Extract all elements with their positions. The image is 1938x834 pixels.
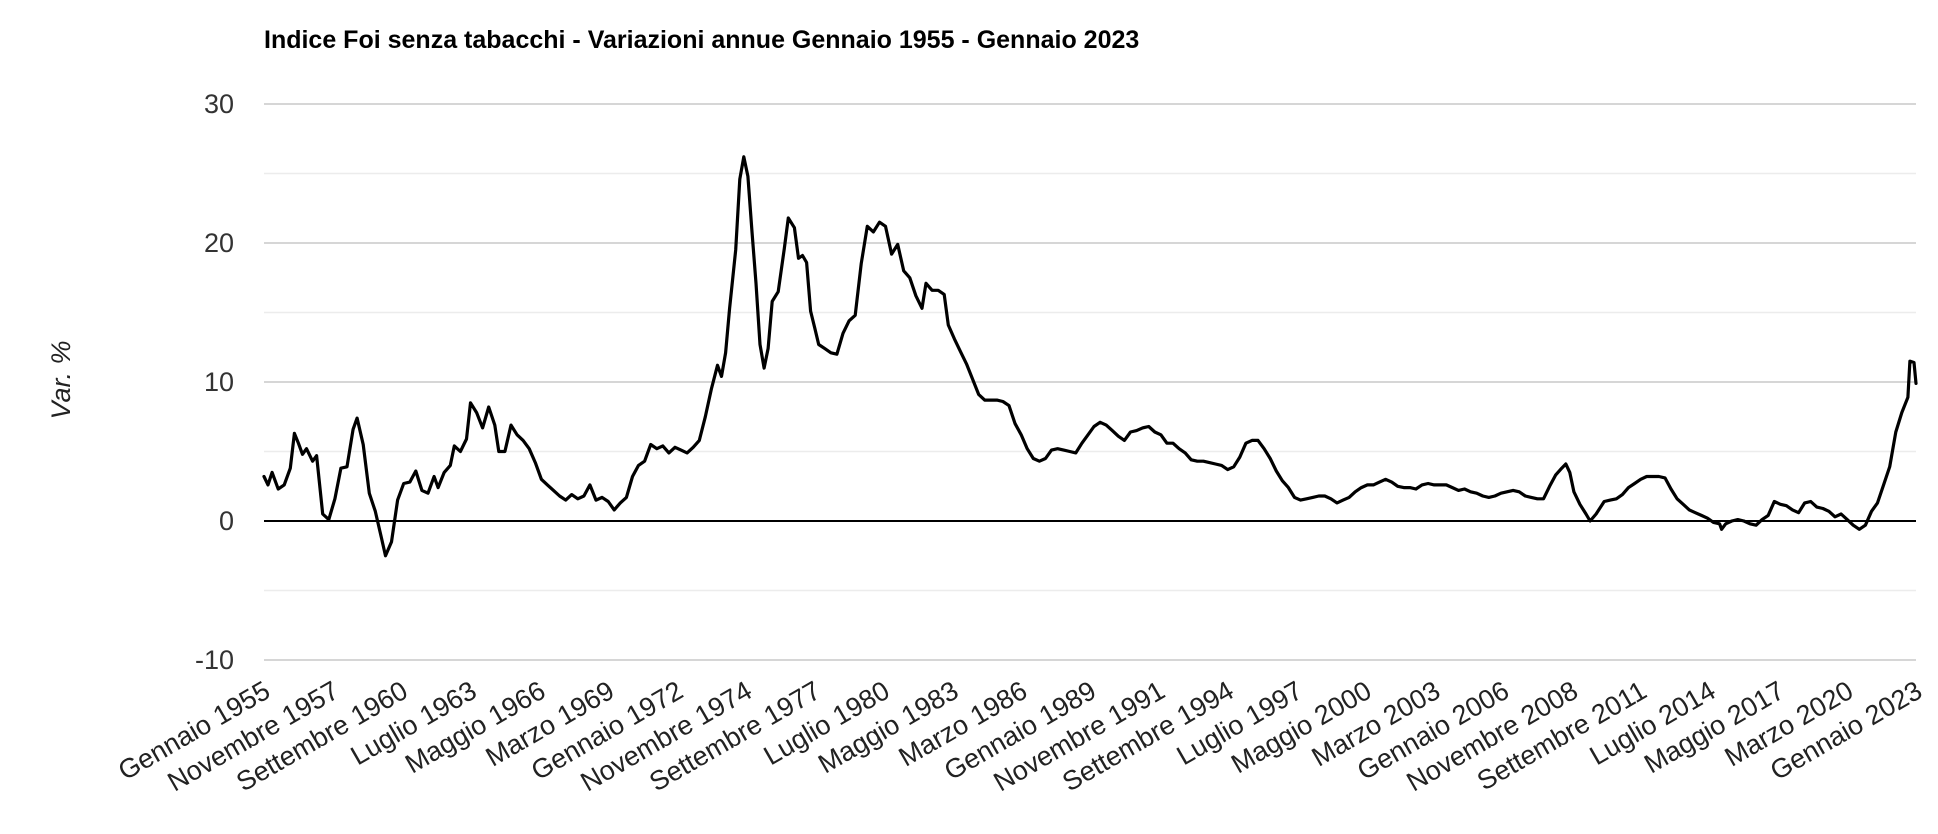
y-tick-label: 0 xyxy=(219,506,234,536)
y-axis-ticks: -10 0 10 20 30 xyxy=(195,89,234,675)
series-layer xyxy=(262,155,1918,558)
y-tick-label: 30 xyxy=(204,89,234,119)
y-tick-label: -10 xyxy=(195,645,234,675)
chart-title: Indice Foi senza tabacchi - Variazioni a… xyxy=(264,26,1139,54)
gridlines xyxy=(264,103,1916,661)
series-line xyxy=(262,155,1918,558)
y-tick-label: 10 xyxy=(204,367,234,397)
y-axis-label: Var. % xyxy=(46,340,76,419)
y-tick-label: 20 xyxy=(204,228,234,258)
